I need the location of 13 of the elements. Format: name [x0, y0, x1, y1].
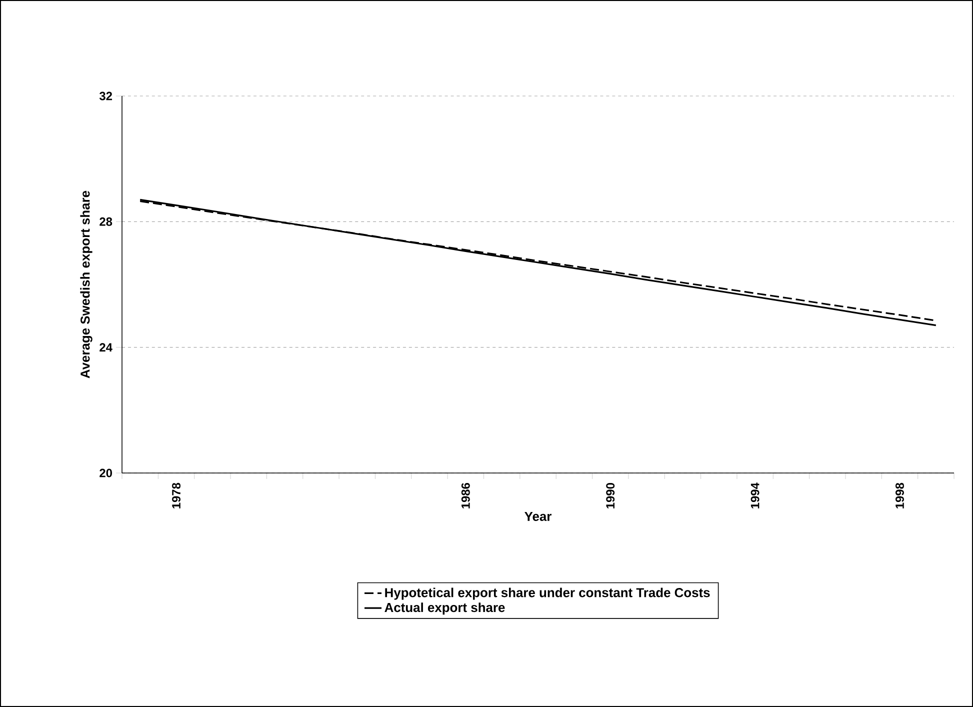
y-axis-title: Average Swedish export share — [80, 190, 92, 378]
x-tick-label: 1990 — [606, 483, 615, 508]
x-axis-title: Year — [524, 512, 552, 521]
x-tick-label: 1986 — [461, 482, 470, 508]
x-tick-label: 1978 — [172, 482, 180, 508]
y-tick-label: 32 — [99, 92, 112, 100]
y-tick-label: 28 — [100, 217, 112, 226]
legend-label: Actual export share — [384, 602, 505, 615]
x-tick-label: 1998 — [896, 482, 904, 508]
y-tick-label: 24 — [100, 343, 112, 352]
y-tick-label: 20 — [100, 468, 112, 478]
x-tick-label: 1994 — [750, 482, 760, 508]
legend-label: Hypotetical export share under constant Trade Costs — [385, 588, 710, 600]
